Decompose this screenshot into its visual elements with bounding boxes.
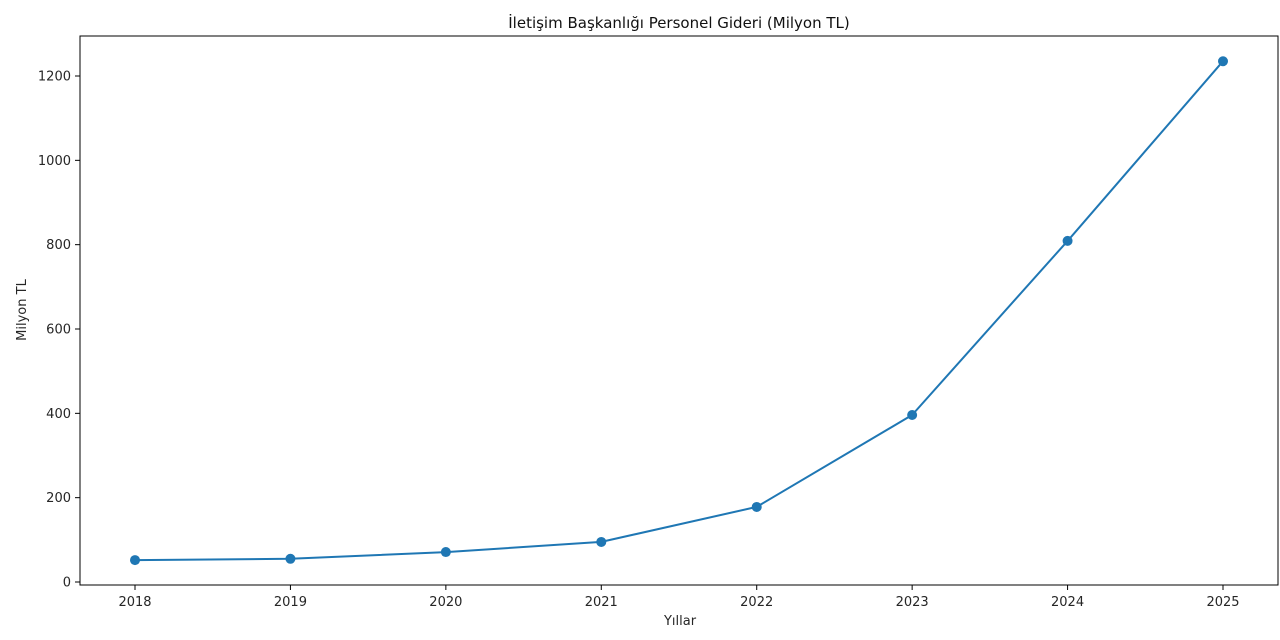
y-axis-label: Milyon TL <box>15 278 30 340</box>
y-tick-label: 200 <box>46 491 71 506</box>
data-point-marker <box>1062 235 1073 246</box>
y-tick-label: 0 <box>63 576 71 591</box>
x-tick-label: 2021 <box>585 595 618 610</box>
data-point-marker <box>907 410 918 421</box>
plot-area <box>79 35 1279 586</box>
x-tick-label: 2025 <box>1206 595 1239 610</box>
data-point-marker <box>285 553 296 564</box>
data-point-marker <box>596 536 607 547</box>
x-axis: 2018 2019 2020 2021 2022 2023 2024 2025 <box>118 585 1240 610</box>
data-point-marker <box>1218 56 1228 67</box>
data-point-marker <box>440 547 451 558</box>
x-tick-label: 2019 <box>274 595 307 610</box>
y-tick-label: 400 <box>46 407 71 422</box>
x-tick-label: 2018 <box>118 595 151 610</box>
series-line <box>134 60 1224 562</box>
x-axis-label: Yıllar <box>663 614 697 629</box>
x-tick-label: 2024 <box>1051 595 1084 610</box>
chart-title: İletişim Başkanlığı Personel Gideri (Mil… <box>508 13 849 32</box>
data-series <box>130 56 1228 566</box>
y-tick-label: 1000 <box>38 154 71 169</box>
x-tick-label: 2022 <box>740 595 773 610</box>
x-tick-label: 2023 <box>896 595 929 610</box>
y-axis: 0 200 400 600 800 1000 1200 <box>38 70 80 591</box>
x-tick-label: 2020 <box>429 595 462 610</box>
data-point-marker <box>751 501 762 512</box>
y-tick-label: 800 <box>46 238 71 253</box>
data-point-marker <box>130 555 140 566</box>
y-tick-label: 1200 <box>38 70 71 85</box>
y-tick-label: 600 <box>46 323 71 338</box>
